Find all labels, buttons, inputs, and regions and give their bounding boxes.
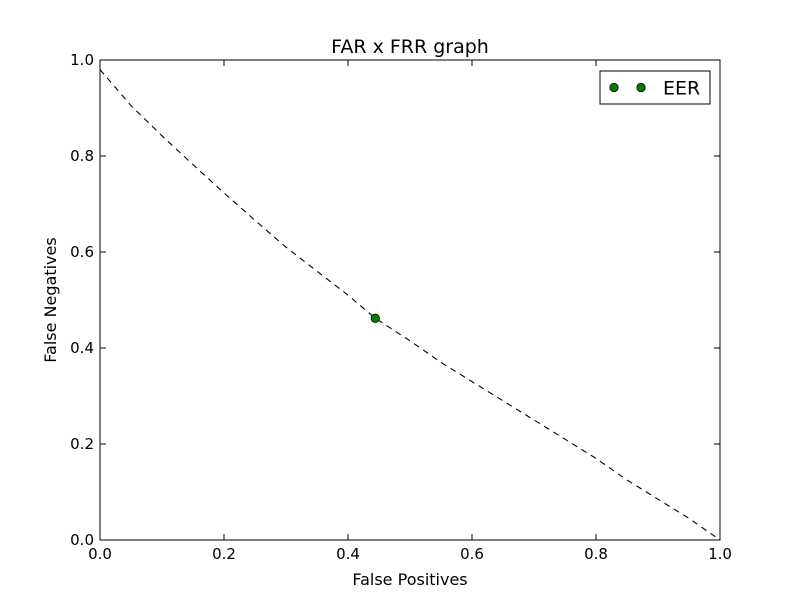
y-tick-label: 0.2: [70, 435, 94, 453]
legend-marker: [636, 82, 646, 93]
chart-title: FAR x FRR graph: [331, 36, 489, 58]
x-tick-label: 1.0: [708, 545, 732, 563]
x-axis-ticks: 0.0 0.2 0.4 0.6 0.8 1.0: [88, 60, 732, 563]
x-tick-label: 0.0: [88, 545, 112, 563]
legend: EER: [599, 70, 711, 105]
plot-frame: [99, 59, 721, 541]
legend-label: EER: [663, 78, 700, 100]
x-tick-label: 0.6: [460, 545, 484, 563]
x-tick-label: 0.2: [212, 545, 236, 563]
legend-marker: [609, 82, 619, 93]
y-axis-ticks: 0.0 0.2 0.4 0.6 0.8 1.0: [70, 51, 720, 549]
series-line-curve: [99, 69, 721, 541]
x-tick-label: 0.4: [336, 545, 360, 563]
y-tick-label: 1.0: [70, 51, 94, 69]
x-axis-label: False Positives: [352, 570, 467, 589]
eer-point: [370, 313, 380, 323]
y-axis-label: False Negatives: [41, 237, 60, 362]
plot-area: [99, 59, 721, 541]
y-tick-label: 0.8: [70, 147, 94, 165]
y-tick-label: 0.4: [70, 339, 94, 357]
x-tick-label: 0.8: [584, 545, 608, 563]
y-tick-label: 0.0: [70, 531, 94, 549]
y-tick-label: 0.6: [70, 243, 94, 261]
